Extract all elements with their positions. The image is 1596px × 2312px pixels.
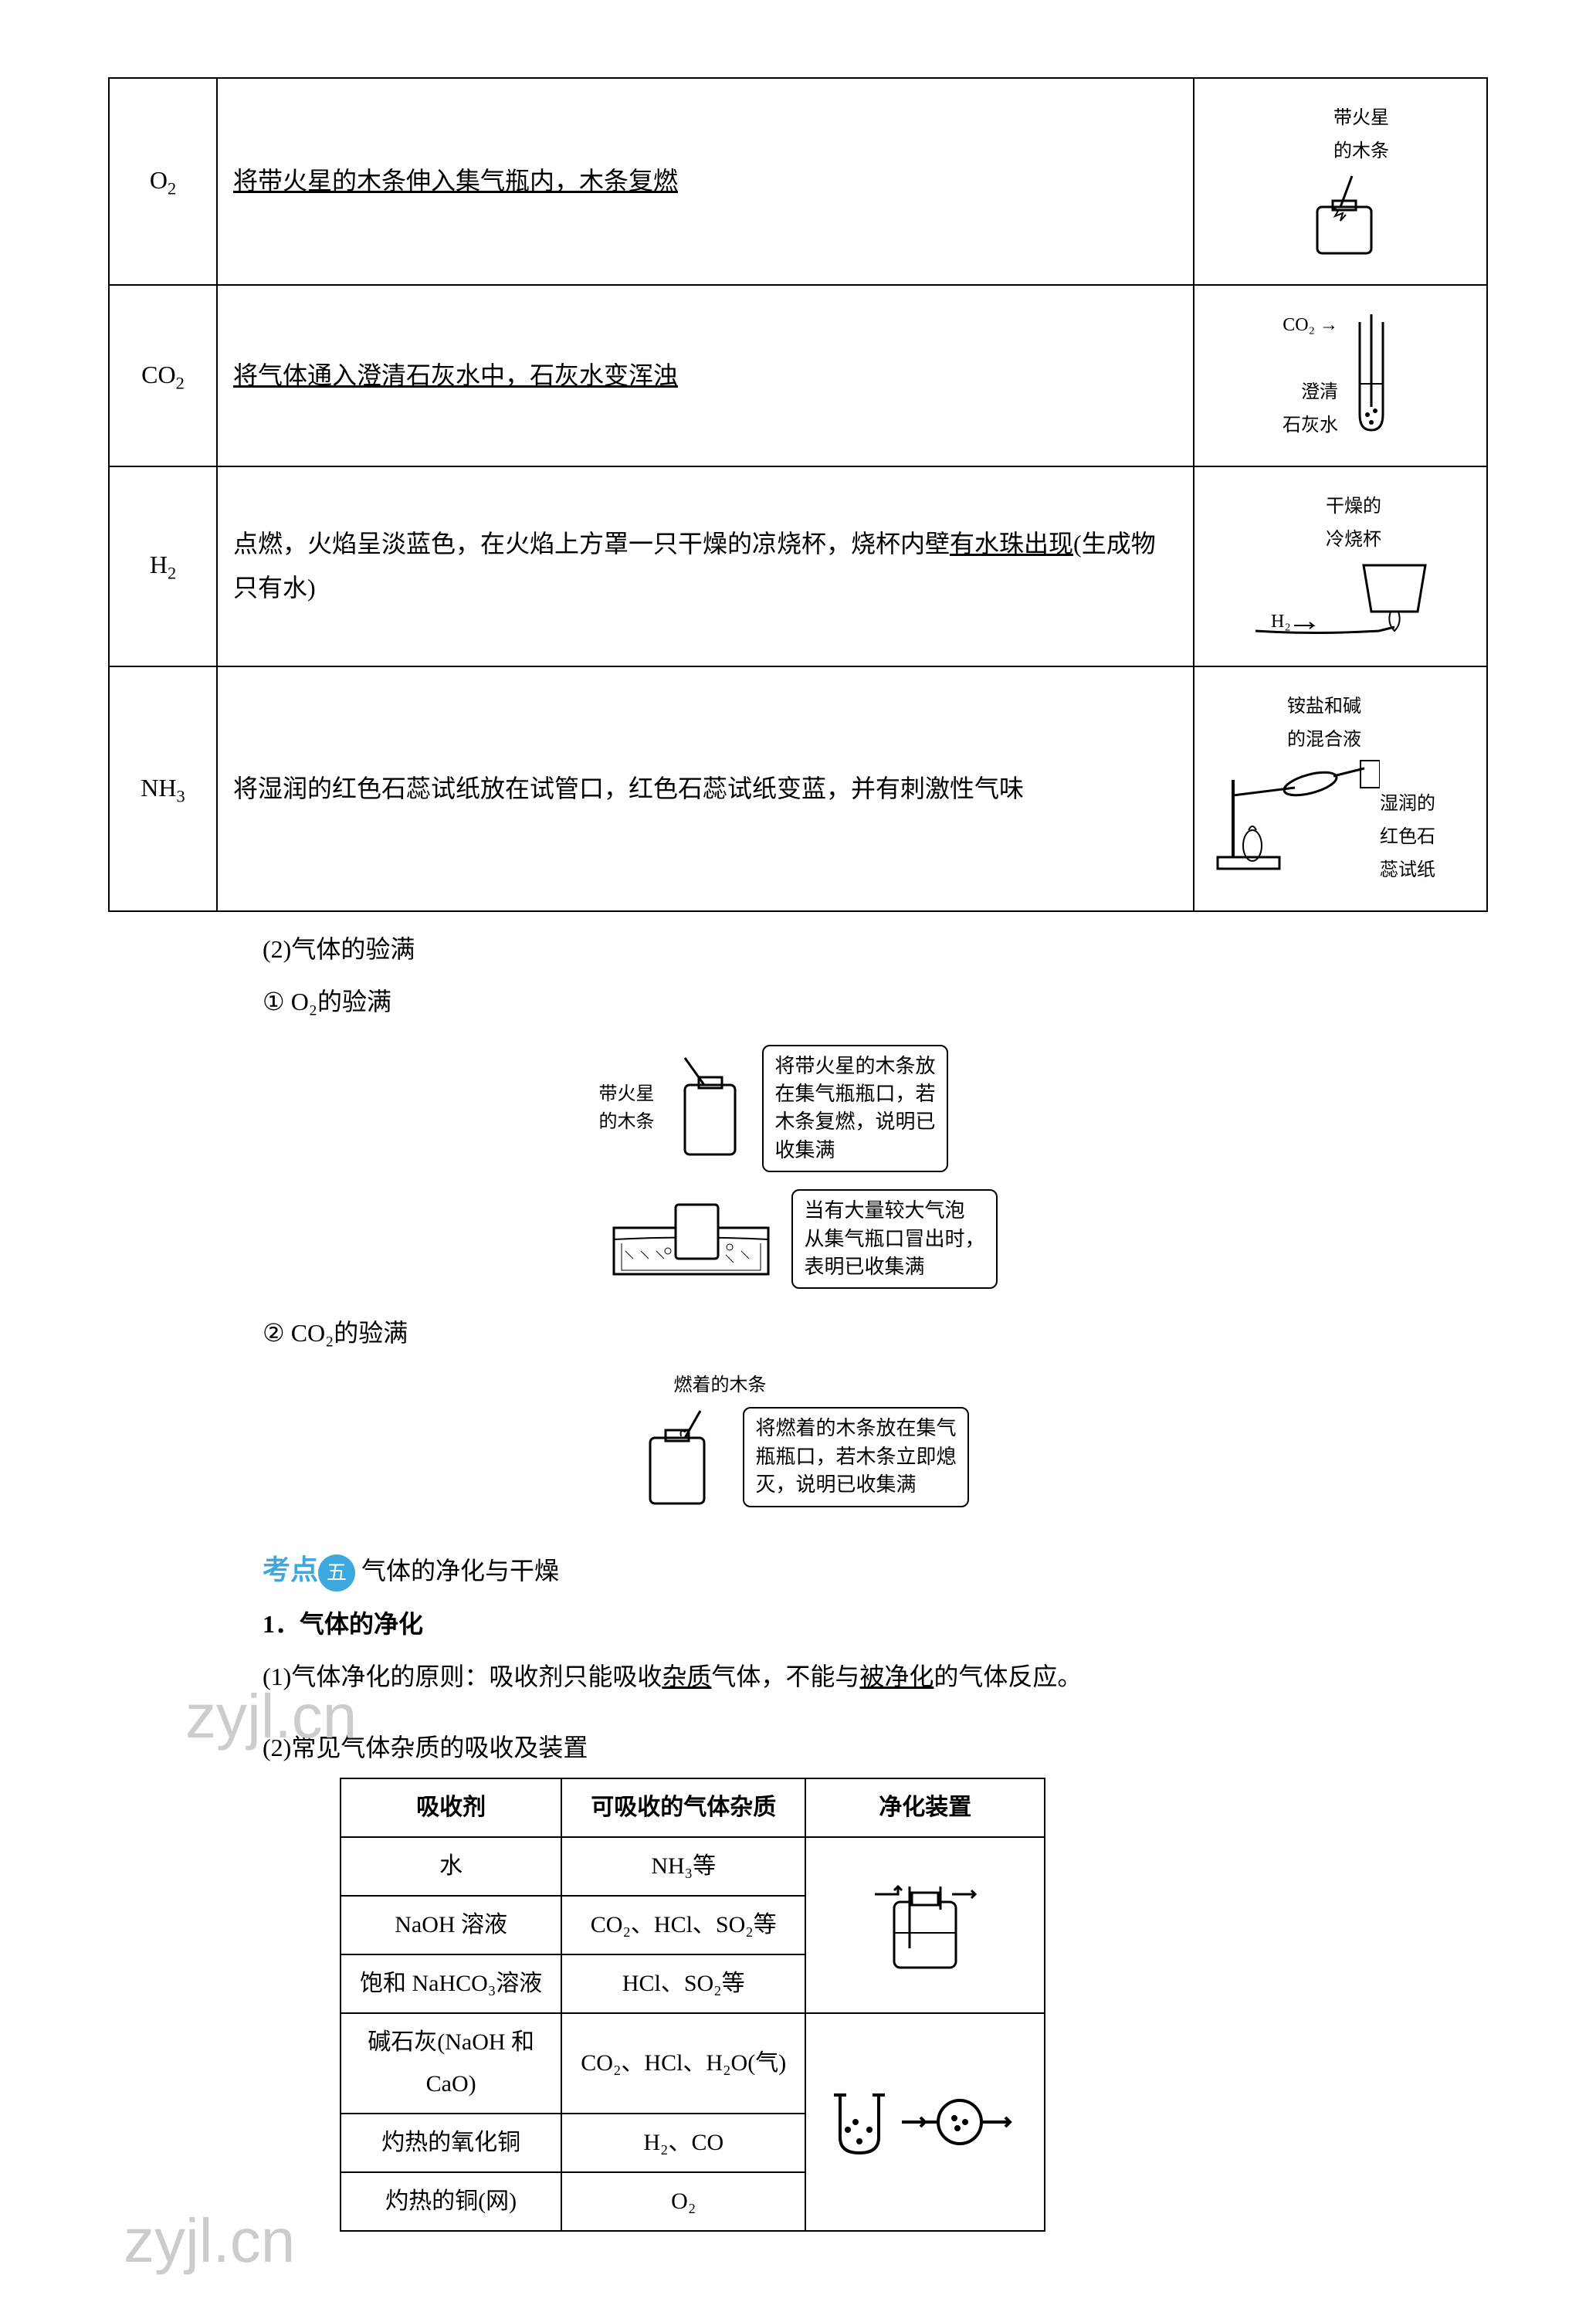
water-trough-icon: [598, 1197, 784, 1282]
diagram-caption: 将带火星的木条放 在集气瓶瓶口，若 木条复燃，说明已 收集满: [762, 1045, 947, 1173]
topic-prefix: 考点: [263, 1554, 318, 1585]
gas-cell-h2: H2: [109, 466, 217, 666]
u-tube-ball-icon: [825, 2083, 1025, 2161]
test-tube-icon: [1344, 314, 1398, 438]
absorbent-cell: 水: [341, 1837, 561, 1896]
topic-heading: 考点五 气体的净化与干燥: [108, 1545, 1488, 1595]
text: 的气体反应。: [934, 1663, 1082, 1690]
text-underline: 杂质: [662, 1663, 711, 1690]
diagram-label: 冷烧杯: [1326, 530, 1381, 550]
diagram-cell-co2: CO₂ → 澄清 石灰水: [1194, 285, 1487, 466]
topic-title: 气体的净化与干燥: [361, 1557, 559, 1585]
diagram-label: 干燥的: [1326, 497, 1381, 517]
absorbent-cell: 灼热的铜(网): [341, 2172, 561, 2231]
diagram-label: CO₂: [1283, 315, 1315, 335]
diagram-label: 澄清: [1301, 382, 1338, 402]
table-row: 水 NH₃等: [341, 1837, 1045, 1896]
diagram-label: 燃着的木条: [673, 1371, 968, 1399]
diagram-caption: 当有大量较大气泡 从集气瓶口冒出时， 表明已收集满: [791, 1189, 997, 1289]
subsection-o2-full: ① O₂的验满: [108, 980, 1488, 1025]
impurity-cell: O₂: [561, 2172, 805, 2231]
o2-full-diagram: 带火星 的木条 将带火星的木条放 在集气瓶瓶口，若 木条复燃，说明已 收集满: [108, 1040, 1488, 1297]
impurity-cell: CO₂、HCl、H₂O(气): [561, 2013, 805, 2114]
absorbent-cell: NaOH 溶液: [341, 1896, 561, 1954]
table-row: CO2 将气体通入澄清石灰水中，石灰水变浑浊 CO₂ → 澄清 石灰水: [109, 285, 1487, 466]
absorbent-cell: 碱石灰(NaOH 和CaO): [341, 2013, 561, 2114]
diagram-caption: 将燃着的木条放在集气 瓶瓶口，若木条立即熄 灭，说明已收集满: [743, 1407, 968, 1507]
gas-cell-nh3: NH3: [109, 666, 217, 912]
absorbent-table: 吸收剂 可吸收的气体杂质 净化装置 水 NH₃等 NaOH 溶液 CO₂、HCl…: [340, 1778, 1045, 2232]
table-row: 碱石灰(NaOH 和CaO) CO₂、HCl、H₂O(气): [341, 2013, 1045, 2114]
subsection-gas-full: (2)气体的验满: [108, 927, 1488, 972]
wash-bottle-icon: [867, 1871, 983, 1979]
desc-cell-co2: 将气体通入澄清石灰水中，石灰水变浑浊: [217, 285, 1194, 466]
diagram-cell-nh3: 铵盐和碱 的混合液 湿润的 红色石 蕊试纸: [1194, 666, 1487, 912]
diagram-label: 蕊试纸: [1380, 860, 1435, 880]
desc-cell-nh3: 将湿润的红色石蕊试纸放在试管口，红色石蕊试纸变蓝，并有刺激性气味: [217, 666, 1194, 912]
beaker-flame-icon: H₂: [1240, 558, 1441, 642]
apparatus-cell-bottle: [805, 1837, 1045, 2013]
impurity-cell: NH₃等: [561, 1837, 805, 1896]
co2-full-diagram: 燃着的木条 将燃着的木条放在集气 瓶瓶口，若木条立即熄 灭，说明已收集满: [108, 1371, 1488, 1530]
text: 气体，不能与: [711, 1663, 859, 1690]
diagram-cell-o2: 带火星 的木条: [1194, 78, 1487, 285]
impurity-cell: HCl、SO₂等: [561, 1954, 805, 2013]
apparatus-cell-tubes: [805, 2013, 1045, 2231]
diagram-label: 红色石: [1380, 827, 1435, 847]
text: (1)气体净化的原则：吸收剂只能吸收: [263, 1663, 662, 1690]
diagram-label: 带火星 的木条: [598, 1080, 654, 1136]
absorbent-cell: 灼热的氧化铜: [341, 2114, 561, 2172]
col-absorbent: 吸收剂: [341, 1778, 561, 1837]
purify-heading: 1．气体的净化: [108, 1602, 1488, 1647]
desc-cell-o2: 将带火星的木条伸入集气瓶内，木条复燃: [217, 78, 1194, 285]
diagram-cell-h2: 干燥的 冷烧杯 H₂: [1194, 466, 1487, 666]
purify-line2: (2)常见气体杂质的吸收及装置: [108, 1726, 1488, 1771]
diagram-label: 的混合液: [1287, 730, 1361, 750]
col-apparatus: 净化装置: [805, 1778, 1045, 1837]
table-row: NH3 将湿润的红色石蕊试纸放在试管口，红色石蕊试纸变蓝，并有刺激性气味 铵盐和…: [109, 666, 1487, 912]
impurity-cell: CO₂、HCl、SO₂等: [561, 1896, 805, 1954]
heating-stand-icon: [1210, 757, 1380, 873]
table-row: O2 将带火星的木条伸入集气瓶内，木条复燃 带火星 的木条: [109, 78, 1487, 285]
diagram-label: 带火星: [1333, 108, 1389, 128]
purify-line1: (1)气体净化的原则：吸收剂只能吸收杂质气体，不能与被净化的气体反应。: [108, 1655, 1488, 1700]
flask-flame-stick-icon: [627, 1399, 735, 1515]
desc-cell-h2: 点燃，火焰呈淡蓝色，在火焰上方罩一只干燥的凉烧杯，烧杯内壁有水珠出现(生成物只有…: [217, 466, 1194, 666]
gas-verification-table: O2 将带火星的木条伸入集气瓶内，木条复燃 带火星 的木条 CO2 将气体通入澄…: [108, 77, 1488, 912]
absorbent-cell: 饱和 NaHCO₃溶液: [341, 1954, 561, 2013]
table-header-row: 吸收剂 可吸收的气体杂质 净化装置: [341, 1778, 1045, 1837]
col-impurity: 可吸收的气体杂质: [561, 1778, 805, 1837]
table-row: H2 点燃，火焰呈淡蓝色，在火焰上方罩一只干燥的凉烧杯，烧杯内壁有水珠出现(生成…: [109, 466, 1487, 666]
impurity-cell: H₂、CO: [561, 2114, 805, 2172]
flask-spark-icon: [1290, 168, 1391, 261]
diagram-label: 湿润的: [1380, 794, 1435, 814]
svg-text:H₂: H₂: [1271, 612, 1291, 632]
diagram-label: 铵盐和碱: [1287, 697, 1361, 717]
text-underline: 被净化: [859, 1663, 934, 1690]
flask-stick-icon: [662, 1050, 754, 1166]
subsection-co2-full: ② CO₂的验满: [108, 1311, 1488, 1356]
diagram-label: 石灰水: [1283, 415, 1338, 436]
topic-badge: 五: [318, 1554, 355, 1592]
diagram-label: 的木条: [1333, 141, 1389, 161]
gas-cell-o2: O2: [109, 78, 217, 285]
gas-cell-co2: CO2: [109, 285, 217, 466]
